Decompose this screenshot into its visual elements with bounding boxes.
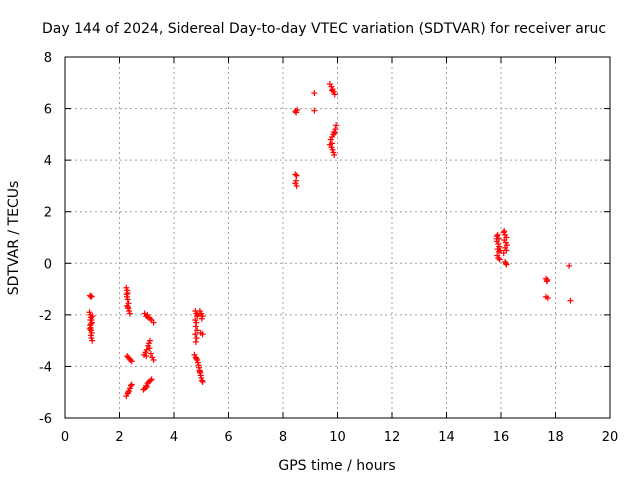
data-point — [89, 337, 96, 344]
data-point — [192, 331, 199, 338]
data-point — [292, 171, 299, 178]
plot-frame — [64, 56, 611, 419]
x-tick-label: 18 — [547, 430, 564, 445]
data-point — [124, 289, 131, 296]
data-point — [495, 248, 502, 255]
y-tick-label: 6 — [44, 103, 52, 118]
data-point — [128, 381, 135, 388]
data-point — [502, 260, 509, 267]
data-point — [199, 331, 206, 338]
y-axis-label: SDTVAR / TECUs — [6, 181, 22, 296]
x-tick-label: 20 — [602, 430, 619, 445]
data-point — [125, 389, 132, 396]
data-point — [543, 278, 550, 285]
x-axis-label: GPS time / hours — [278, 458, 395, 474]
y-tick-label: 2 — [44, 206, 52, 221]
data-points — [86, 81, 574, 400]
data-point — [193, 355, 200, 362]
data-point — [88, 320, 95, 327]
x-tick-labels: 0 2 4 6 8 10 12 14 16 18 20 — [61, 430, 618, 445]
data-point — [293, 182, 300, 189]
data-point — [194, 327, 201, 334]
data-point — [147, 350, 154, 357]
data-point — [143, 353, 150, 360]
data-point — [143, 384, 150, 391]
data-point — [329, 87, 336, 94]
data-point — [544, 295, 551, 302]
data-point — [496, 256, 503, 263]
data-point — [293, 177, 300, 184]
data-point — [192, 338, 199, 345]
grid-lines — [65, 57, 610, 418]
data-point — [497, 247, 504, 254]
data-point — [333, 122, 340, 129]
x-tick-label: 0 — [61, 430, 69, 445]
data-point — [147, 337, 154, 344]
x-tick-label: 2 — [115, 430, 123, 445]
data-point — [128, 358, 135, 365]
data-point — [494, 231, 501, 238]
data-point — [140, 386, 147, 393]
data-point — [127, 382, 134, 389]
x-tick-label: 8 — [279, 430, 287, 445]
data-point — [199, 378, 206, 385]
data-point — [196, 368, 203, 375]
x-tick-label: 12 — [384, 430, 401, 445]
data-point — [331, 91, 338, 98]
data-point — [501, 228, 508, 235]
data-point — [88, 293, 95, 300]
data-point — [127, 356, 134, 363]
data-point — [198, 315, 205, 322]
data-point — [331, 151, 338, 158]
data-point — [293, 109, 300, 116]
data-point — [146, 345, 153, 352]
data-point — [567, 297, 574, 304]
data-point — [86, 326, 93, 333]
y-tick-label: 4 — [44, 154, 52, 169]
data-point — [566, 262, 573, 269]
y-tick-label: -2 — [39, 309, 52, 324]
data-point — [311, 107, 318, 114]
y-tick-label: -4 — [39, 360, 52, 375]
data-point — [493, 235, 500, 242]
x-tick-label: 10 — [329, 430, 346, 445]
y-tick-label: 0 — [44, 257, 52, 272]
data-point — [331, 130, 338, 137]
data-point — [329, 140, 336, 147]
data-point — [148, 376, 155, 383]
data-point — [194, 311, 201, 318]
data-point — [150, 319, 157, 326]
data-point — [144, 311, 151, 318]
chart-title: Day 144 of 2024, Sidereal Day-to-day VTE… — [42, 21, 606, 37]
data-point — [89, 313, 96, 320]
data-point — [500, 249, 507, 256]
data-point — [495, 255, 502, 262]
data-point — [124, 296, 131, 303]
y-tick-label: 8 — [44, 51, 52, 66]
data-point — [293, 172, 300, 179]
x-tick-label: 14 — [438, 430, 455, 445]
data-point — [126, 310, 133, 317]
data-point — [147, 377, 154, 384]
data-point — [87, 317, 94, 324]
data-point — [123, 291, 130, 298]
x-tick-label: 6 — [224, 430, 232, 445]
data-point — [143, 346, 150, 353]
y-tick-labels: -6 -4 -2 0 2 4 6 8 — [39, 51, 52, 427]
y-tick-label: -6 — [39, 412, 52, 427]
data-point — [311, 90, 318, 97]
x-tick-label: 16 — [493, 430, 510, 445]
x-tick-label: 4 — [170, 430, 178, 445]
data-point — [193, 335, 200, 342]
data-point — [192, 323, 199, 330]
data-point — [124, 304, 131, 311]
data-point — [150, 356, 157, 363]
